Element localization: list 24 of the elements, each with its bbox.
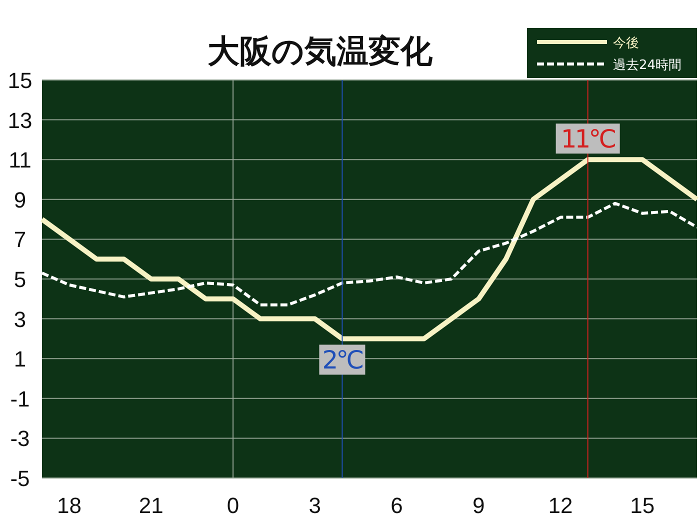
chart-title: 大阪の気温変化 [208, 32, 434, 70]
y-tick-label: 11 [8, 148, 32, 173]
y-tick-label: -5 [10, 466, 30, 491]
x-tick-label: 3 [308, 493, 322, 518]
x-tick-label: 15 [630, 493, 655, 518]
text: 過去24時間 [613, 58, 682, 73]
x-tick-label: 18 [57, 493, 82, 518]
annotation: 11℃ [560, 124, 616, 154]
y-tick-label: 15 [8, 68, 32, 93]
y-tick-label: -1 [10, 386, 30, 412]
text: 今後 [613, 36, 639, 51]
x-tick-label: 21 [138, 493, 164, 518]
line-series [40, 202, 698, 306]
y-tick-label: 3 [14, 306, 26, 332]
x-tick-label: 0 [226, 493, 240, 518]
y-tick-label: 5 [14, 267, 26, 292]
y-tick-label: 9 [14, 187, 26, 212]
y-tick-label: 7 [14, 227, 26, 252]
y-tick-label: 1 [14, 346, 26, 372]
x-tick-label: 12 [548, 493, 573, 518]
x-tick-label: 6 [390, 493, 403, 518]
y-tick-label: 13 [8, 108, 32, 133]
x-tick-label: 9 [472, 493, 485, 518]
y-tick-label: -3 [10, 426, 30, 452]
